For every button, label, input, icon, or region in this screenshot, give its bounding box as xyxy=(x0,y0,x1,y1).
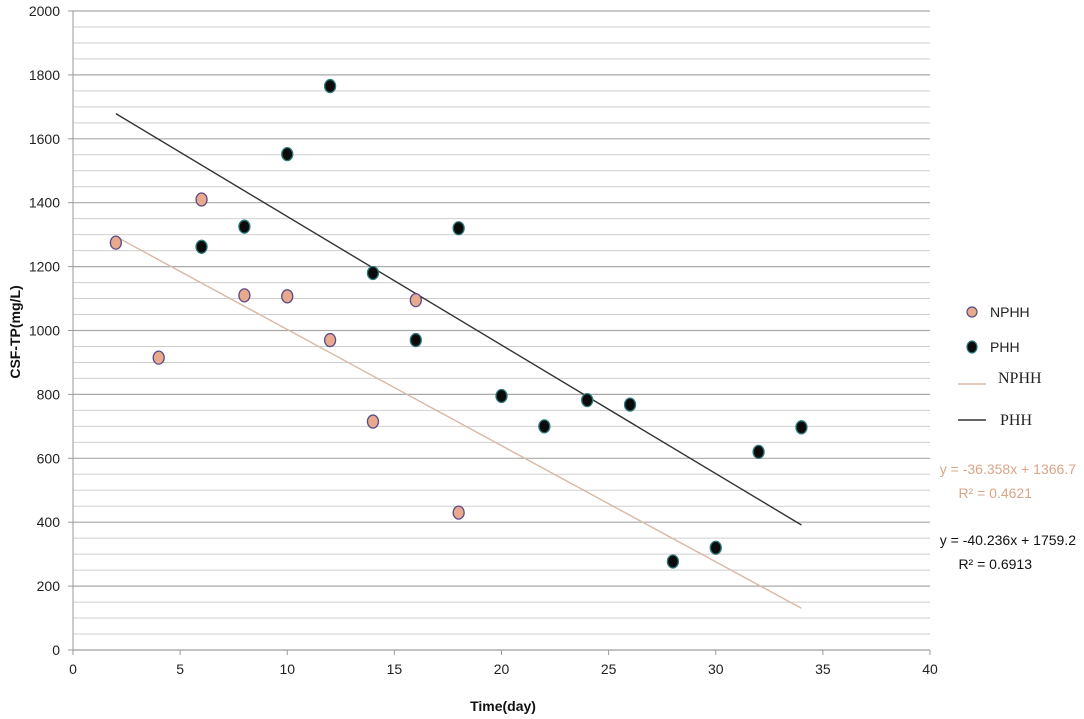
point-phh xyxy=(323,78,337,94)
x-tick-label: 15 xyxy=(387,661,403,677)
trendlines xyxy=(115,113,802,609)
r-squared-phh: R² = 0.6913 xyxy=(958,556,1032,572)
point-phh xyxy=(581,393,594,408)
x-axis-title: Time(day) xyxy=(470,698,536,714)
point-phh xyxy=(623,397,637,412)
legend-marker-phh xyxy=(966,340,978,354)
x-tick-label: 25 xyxy=(601,661,617,677)
legend: NPHH PHH NPHH PHH xyxy=(958,304,1042,429)
legend-marker-nphh xyxy=(966,306,978,318)
x-tick-label: 0 xyxy=(69,661,77,677)
point-phh xyxy=(452,221,465,236)
point-phh xyxy=(795,420,808,435)
point-phh xyxy=(709,540,722,555)
x-tick-label: 20 xyxy=(494,661,510,677)
y-tick-label: 1800 xyxy=(29,67,60,83)
gridlines xyxy=(73,10,930,651)
point-phh xyxy=(666,554,680,569)
x-tick-label: 35 xyxy=(815,661,831,677)
point-nphh xyxy=(238,288,251,303)
y-tick-label: 600 xyxy=(37,450,61,466)
y-tick-label: 400 xyxy=(37,514,61,530)
point-nphh xyxy=(409,292,422,308)
y-tick-label: 800 xyxy=(37,386,61,402)
point-phh xyxy=(238,219,251,234)
point-phh xyxy=(538,419,551,434)
x-tick-label: 5 xyxy=(176,661,184,677)
legend-trend-label-nphh: NPHH xyxy=(998,370,1042,387)
x-tick-label: 40 xyxy=(922,661,938,677)
y-axis-ticks: 0 200 400 600 800 1000 1200 1400 1600 1800 2000 xyxy=(29,3,73,658)
legend-trend-label-phh: PHH xyxy=(1000,412,1032,429)
point-nphh xyxy=(323,332,337,348)
trendline-nphh xyxy=(115,235,802,609)
point-phh xyxy=(409,332,422,348)
y-tick-label: 1200 xyxy=(29,259,60,275)
point-nphh xyxy=(452,505,465,520)
y-tick-label: 1600 xyxy=(29,131,60,147)
point-nphh xyxy=(152,350,165,365)
y-tick-label: 200 xyxy=(37,578,61,594)
point-nphh xyxy=(195,192,208,207)
y-tick-label: 1400 xyxy=(29,195,60,211)
x-tick-label: 10 xyxy=(279,661,295,677)
trend-equations: y = -36.358x + 1366.7 R² = 0.4621 y = -4… xyxy=(940,461,1076,572)
r-squared-nphh: R² = 0.4621 xyxy=(958,485,1032,501)
data-points xyxy=(109,78,808,569)
point-phh xyxy=(366,265,380,281)
y-tick-label: 2000 xyxy=(29,3,60,19)
point-phh xyxy=(752,444,765,460)
legend-label-nphh: NPHH xyxy=(990,304,1030,320)
point-phh xyxy=(495,388,508,404)
equation-phh: y = -40.236x + 1759.2 xyxy=(940,532,1076,548)
equation-nphh: y = -36.358x + 1366.7 xyxy=(940,461,1076,477)
y-tick-label: 0 xyxy=(52,642,60,658)
y-axis-title: CSF-TP(mg/L) xyxy=(7,285,23,378)
legend-label-phh: PHH xyxy=(990,339,1020,355)
point-nphh xyxy=(109,235,122,250)
y-tick-label: 1000 xyxy=(29,323,60,339)
point-nphh xyxy=(281,289,294,304)
x-tick-label: 30 xyxy=(708,661,724,677)
point-nphh xyxy=(366,414,380,429)
point-phh xyxy=(281,146,294,162)
point-phh xyxy=(195,239,208,254)
x-axis-ticks: 0 5 10 15 20 25 30 35 40 xyxy=(69,650,938,677)
trendline-phh xyxy=(115,113,802,526)
